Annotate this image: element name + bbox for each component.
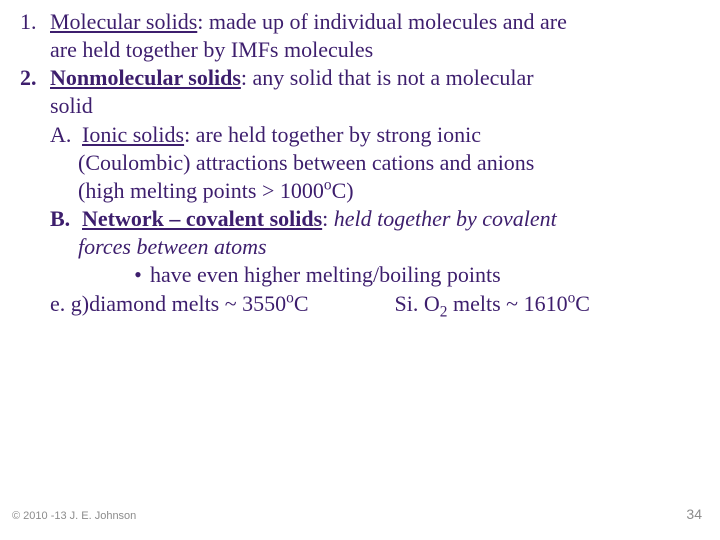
subB-text: Network – covalent solids: held together… xyxy=(82,205,557,233)
eg-diamond: diamond melts ~ 3550oC xyxy=(89,290,308,318)
subA-line2: (Coulombic) attractions between cations … xyxy=(78,149,700,177)
eg-label: e. g) xyxy=(50,290,89,318)
copyright-text: © 2010 -13 J. E. Johnson xyxy=(12,510,136,522)
bullet-mark: • xyxy=(126,261,150,289)
item2-number: 2. xyxy=(20,64,50,92)
sub-item-a: A. Ionic solids: are held together by st… xyxy=(50,121,700,149)
subB-title: Network – covalent solids xyxy=(82,206,322,231)
item1-line2: are held together by IMFs molecules xyxy=(50,36,700,64)
item2-rest: : any solid that is not a molecular xyxy=(241,65,534,90)
item1-text: Molecular solids: made up of individual … xyxy=(50,8,567,36)
item2-text: Nonmolecular solids: any solid that is n… xyxy=(50,64,534,92)
subB-rest: : xyxy=(322,206,334,231)
subA-line3c: C) xyxy=(332,178,354,203)
eg-s1: Si. O xyxy=(395,291,440,316)
subA-letter: A. xyxy=(50,121,82,149)
degree-symbol: o xyxy=(324,177,332,194)
subB-letter: B. xyxy=(50,205,82,233)
example-line: e. g) diamond melts ~ 3550oCSi. O2 melts… xyxy=(50,290,700,318)
eg-spacer xyxy=(309,290,395,318)
degree-symbol: o xyxy=(286,289,294,306)
item1-title: Molecular solids xyxy=(50,9,197,34)
item1-number: 1. xyxy=(20,8,50,36)
subB-italic2: forces between atoms xyxy=(78,233,700,261)
list-item-1: 1. Molecular solids: made up of individu… xyxy=(20,8,700,36)
bullet-text: have even higher melting/boiling points xyxy=(150,261,501,289)
bullet-item: • have even higher melting/boiling point… xyxy=(126,261,700,289)
subB-italic1: held together by covalent xyxy=(334,206,557,231)
page-number: 34 xyxy=(686,506,702,522)
item2-title: Nonmolecular solids xyxy=(50,65,241,90)
eg-sio2: Si. O2 melts ~ 1610oC xyxy=(395,290,590,318)
slide-content: 1. Molecular solids: made up of individu… xyxy=(0,0,720,318)
sub-item-b: B. Network – covalent solids: held toget… xyxy=(50,205,700,233)
subA-title: Ionic solids xyxy=(82,122,184,147)
list-item-2: 2. Nonmolecular solids: any solid that i… xyxy=(20,64,700,92)
subA-rest: : are held together by strong ionic xyxy=(184,122,481,147)
eg-s5: C xyxy=(575,291,590,316)
subA-line3a: (high melting points > 1000 xyxy=(78,178,324,203)
subscript-2: 2 xyxy=(440,303,448,320)
eg-d1: diamond melts ~ 3550 xyxy=(89,291,286,316)
item1-rest: : made up of individual molecules and ar… xyxy=(197,9,567,34)
subA-text: Ionic solids: are held together by stron… xyxy=(82,121,481,149)
subA-line3: (high melting points > 1000oC) xyxy=(78,177,700,205)
eg-s3: melts ~ 1610 xyxy=(448,291,568,316)
eg-d3: C xyxy=(294,291,309,316)
item2-line2: solid xyxy=(50,92,700,120)
